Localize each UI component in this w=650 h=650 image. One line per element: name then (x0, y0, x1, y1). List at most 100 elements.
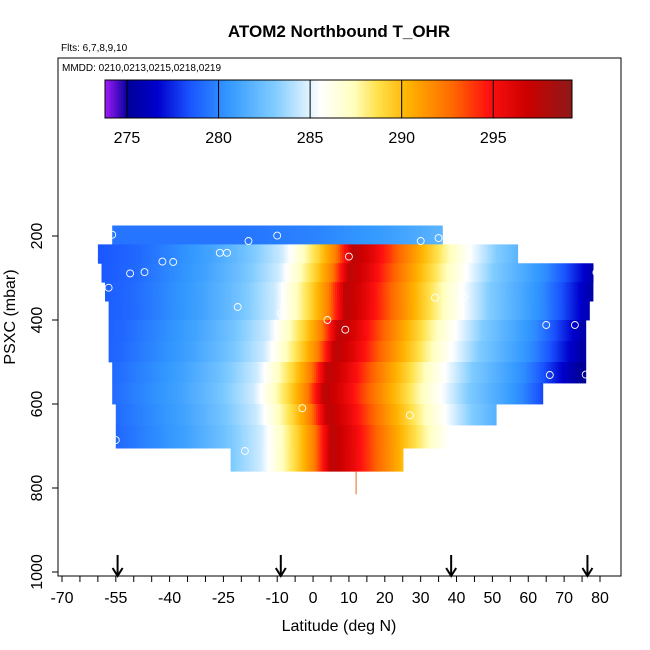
data-point (244, 237, 253, 245)
heatmap-cell (419, 263, 423, 283)
heatmap-cell (346, 448, 350, 472)
heatmap-cell (208, 341, 212, 363)
heatmap-cell (126, 383, 129, 405)
heatmap-cell (498, 320, 502, 342)
colorbar-cell (559, 80, 562, 118)
colorbar-cell (361, 80, 364, 118)
heatmap-cell (285, 282, 288, 302)
heatmap-cell (524, 341, 528, 363)
heatmap-cell (419, 425, 423, 449)
heatmap-cell (479, 404, 483, 426)
heatmap-cell (556, 362, 559, 384)
heatmap-cell (290, 362, 293, 384)
heatmap-cell (518, 341, 522, 363)
heatmap-cell (330, 301, 334, 321)
heatmap-cell (332, 225, 335, 245)
heatmap-cell (248, 320, 252, 342)
heatmap-cell (293, 244, 297, 264)
heatmap-cell (176, 320, 180, 342)
heatmap-cell (455, 244, 459, 264)
heatmap-cell (175, 282, 178, 302)
heatmap-cell (187, 263, 191, 283)
heatmap-cell (306, 225, 309, 245)
colorbar-cell (521, 80, 524, 118)
heatmap-cell (364, 383, 367, 405)
heatmap-cell (147, 425, 151, 449)
heatmap-cell (362, 341, 366, 363)
heatmap-cell (483, 263, 487, 283)
heatmap-cell (208, 301, 212, 321)
heatmap-cell (110, 301, 114, 321)
heatmap-cell (159, 282, 162, 302)
heatmap-cell (542, 341, 546, 363)
data-point (108, 230, 117, 239)
heatmap-cell (471, 282, 474, 302)
heatmap-cell (316, 225, 319, 245)
heatmap-cell (330, 448, 334, 472)
heatmap-cell (519, 282, 522, 302)
heatmap-cell (485, 244, 489, 264)
heatmap-cell (318, 320, 322, 342)
heatmap-cell (307, 282, 310, 302)
heatmap-cell (143, 404, 147, 426)
heatmap-cell (374, 341, 378, 363)
heatmap-cell (172, 383, 175, 405)
heatmap-cell (513, 282, 516, 302)
colorbar-cell (321, 80, 324, 118)
heatmap-cell (166, 301, 170, 321)
colorbar-cell (473, 80, 476, 118)
colorbar-cell (171, 80, 174, 118)
heatmap-cell (255, 425, 259, 449)
heatmap-cell (126, 301, 130, 321)
heatmap-cell (148, 341, 152, 363)
heatmap-cell (576, 362, 579, 384)
heatmap-cell (344, 225, 347, 245)
heatmap-cell (385, 263, 389, 283)
heatmap-cell (402, 362, 405, 384)
heatmap-cell (347, 425, 351, 449)
heatmap-cell (182, 225, 185, 245)
heatmap-cell (114, 362, 117, 384)
heatmap-cell (447, 425, 450, 449)
heatmap-cell (145, 263, 149, 283)
heatmap-cell (489, 263, 493, 283)
heatmap-cell (372, 320, 376, 342)
heatmap-cell (394, 362, 397, 384)
heatmap-cell (254, 320, 258, 342)
heatmap-cell (231, 425, 235, 449)
heatmap-cell (327, 404, 331, 426)
heatmap-cell (468, 320, 472, 342)
heatmap-cell (186, 362, 189, 384)
heatmap-cell (391, 425, 395, 449)
heatmap-cell (424, 362, 427, 384)
heatmap-cell (276, 320, 280, 342)
heatmap-cell (258, 320, 262, 342)
heatmap-cell (550, 320, 554, 342)
heatmap-cell (415, 425, 419, 449)
heatmap-cell (398, 225, 401, 245)
heatmap-cell (396, 448, 400, 472)
heatmap-cell (325, 244, 329, 264)
heatmap-cell (388, 225, 391, 245)
heatmap-cell (285, 244, 289, 264)
heatmap-cell (272, 341, 276, 363)
colorbar-cell (481, 80, 484, 118)
heatmap-cell (417, 425, 421, 449)
colorbar-cell (141, 80, 144, 118)
heatmap-cell (447, 404, 451, 426)
heatmap-cell (342, 448, 346, 472)
heatmap-cell (221, 263, 225, 283)
heatmap-cell (110, 341, 114, 363)
heatmap-cell (384, 448, 388, 472)
heatmap-cell (285, 263, 289, 283)
heatmap-cell (370, 301, 374, 321)
heatmap-cell (522, 320, 526, 342)
heatmap-cell (152, 225, 155, 245)
heatmap-cell (122, 341, 126, 363)
heatmap-cell (524, 362, 527, 384)
heatmap-cell (452, 362, 455, 384)
data-point (104, 283, 113, 292)
heatmap-cell (557, 263, 561, 283)
heatmap-cell (539, 263, 543, 283)
heatmap-cell (226, 301, 230, 321)
